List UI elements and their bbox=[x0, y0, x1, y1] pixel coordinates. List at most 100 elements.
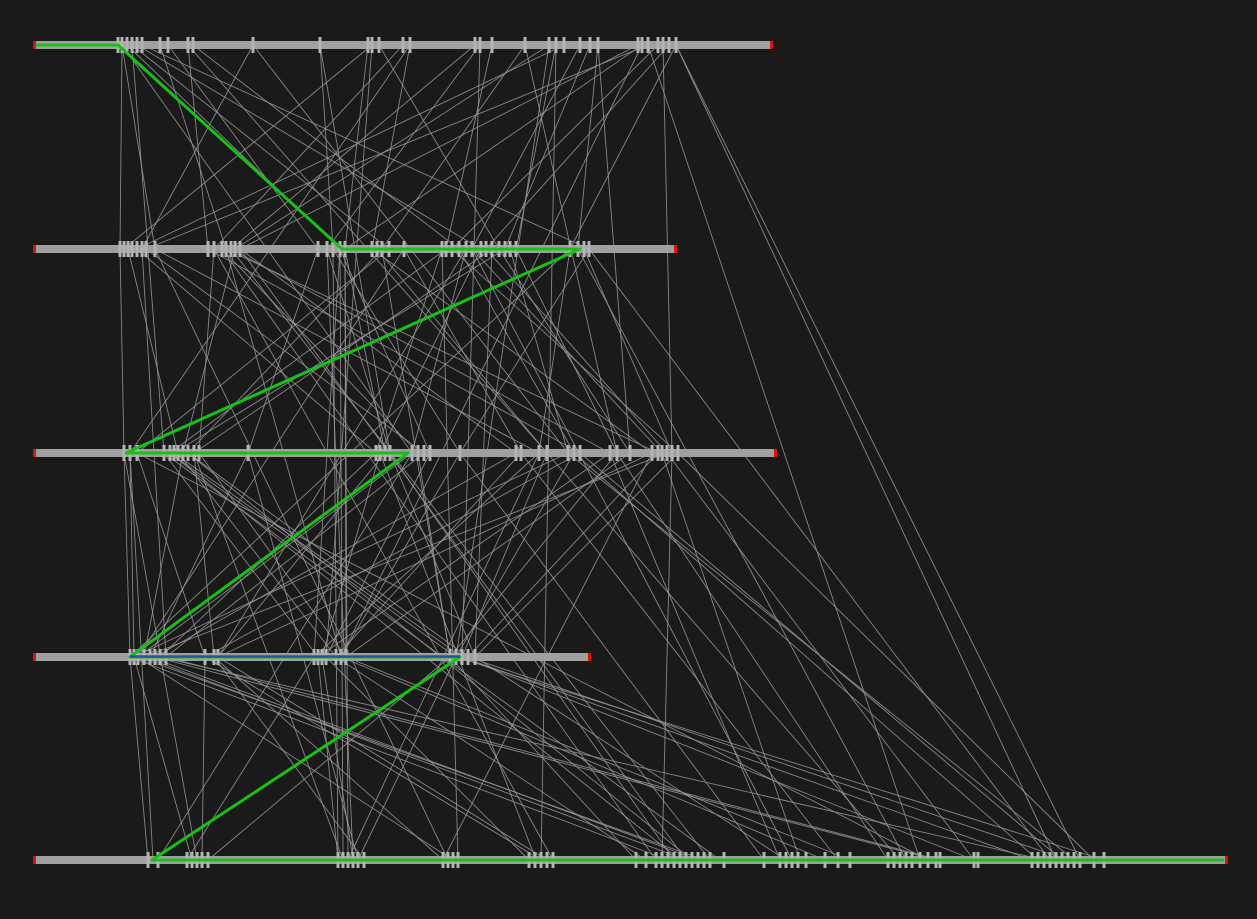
feature-tick bbox=[650, 445, 654, 461]
link-line bbox=[647, 44, 921, 861]
link-line bbox=[136, 248, 390, 454]
track-end-cap bbox=[770, 41, 773, 49]
link-line bbox=[159, 656, 1045, 861]
link-line bbox=[455, 44, 550, 658]
feature-tick bbox=[458, 445, 462, 461]
feature-tick bbox=[401, 37, 405, 53]
feature-tick bbox=[251, 37, 255, 53]
feature-tick bbox=[519, 445, 523, 461]
link-line bbox=[165, 656, 941, 861]
link-line bbox=[344, 248, 349, 861]
link-line bbox=[163, 452, 319, 658]
link-line bbox=[461, 656, 1033, 861]
feature-tick bbox=[596, 37, 600, 53]
link-line bbox=[345, 656, 851, 861]
link-line bbox=[169, 248, 447, 454]
feature-tick bbox=[428, 445, 432, 461]
link-line bbox=[675, 44, 1057, 861]
feature-tick bbox=[122, 241, 126, 257]
link-line bbox=[339, 248, 431, 454]
feature-tick bbox=[229, 241, 233, 257]
feature-tick bbox=[656, 37, 660, 53]
feature-tick bbox=[554, 37, 558, 53]
link-line bbox=[609, 452, 781, 861]
feature-tick bbox=[608, 445, 612, 461]
link-line bbox=[467, 656, 1069, 861]
link-line bbox=[449, 656, 637, 861]
link-line bbox=[325, 656, 530, 861]
link-line bbox=[133, 452, 569, 658]
link-line bbox=[375, 248, 443, 454]
link-line bbox=[204, 656, 542, 861]
link-line bbox=[661, 452, 673, 861]
track-end-cap bbox=[588, 653, 591, 661]
link-line bbox=[173, 452, 463, 658]
feature-tick bbox=[126, 241, 130, 257]
link-line bbox=[344, 44, 643, 250]
link-line bbox=[677, 452, 1095, 861]
link-line bbox=[340, 452, 461, 658]
feature-tick bbox=[537, 445, 541, 461]
feature-tick bbox=[661, 37, 665, 53]
link-line bbox=[389, 452, 476, 658]
link-line bbox=[321, 656, 354, 861]
link-line bbox=[119, 248, 125, 454]
link-line bbox=[221, 248, 419, 454]
link-line bbox=[192, 44, 460, 250]
link-line bbox=[143, 452, 184, 658]
link-line bbox=[136, 248, 377, 454]
link-line bbox=[344, 248, 386, 454]
link-line bbox=[504, 44, 591, 250]
feature-tick bbox=[224, 241, 228, 257]
feature-tick bbox=[130, 37, 134, 53]
feature-tick bbox=[318, 37, 322, 53]
link-line bbox=[325, 44, 373, 658]
feature-tick bbox=[674, 37, 678, 53]
link-line bbox=[467, 452, 659, 658]
link-line bbox=[371, 248, 653, 454]
feature-tick bbox=[325, 241, 329, 257]
link-line bbox=[616, 452, 889, 861]
link-line bbox=[225, 248, 659, 454]
feature-tick bbox=[615, 445, 619, 461]
link-line bbox=[133, 656, 193, 861]
feature-tick bbox=[665, 445, 669, 461]
feature-tick bbox=[125, 37, 129, 53]
link-line bbox=[121, 44, 156, 250]
feature-tick bbox=[514, 445, 518, 461]
feature-tick bbox=[416, 445, 420, 461]
link-line bbox=[149, 452, 249, 658]
link-line bbox=[149, 656, 699, 861]
feature-tick bbox=[460, 649, 464, 665]
track-start-cap bbox=[33, 856, 36, 864]
feature-tick bbox=[410, 445, 414, 461]
feature-tick bbox=[158, 37, 162, 53]
link-line bbox=[177, 452, 337, 658]
link-line bbox=[213, 248, 554, 861]
link-line bbox=[335, 656, 647, 861]
link-line bbox=[213, 656, 365, 861]
feature-tick bbox=[656, 445, 660, 461]
link-line bbox=[485, 248, 668, 454]
link-line bbox=[169, 452, 457, 658]
link-line bbox=[458, 248, 575, 454]
link-line bbox=[141, 44, 254, 250]
link-line bbox=[129, 452, 135, 658]
feature-tick bbox=[640, 37, 644, 53]
link-line bbox=[234, 44, 550, 250]
link-line bbox=[186, 656, 315, 861]
track-start-cap bbox=[33, 653, 36, 661]
link-line bbox=[357, 656, 457, 861]
link-line bbox=[577, 248, 907, 861]
link-line bbox=[471, 248, 793, 861]
highlight-path bbox=[36, 43, 1224, 862]
feature-tick bbox=[135, 241, 139, 257]
link-line bbox=[217, 452, 386, 658]
feature-tick bbox=[140, 241, 144, 257]
track-end-cap bbox=[674, 245, 677, 253]
track-start-cap bbox=[33, 41, 36, 49]
link-line bbox=[230, 44, 476, 250]
link-line bbox=[141, 44, 590, 250]
link-line bbox=[131, 44, 390, 250]
link-line bbox=[455, 656, 1105, 861]
